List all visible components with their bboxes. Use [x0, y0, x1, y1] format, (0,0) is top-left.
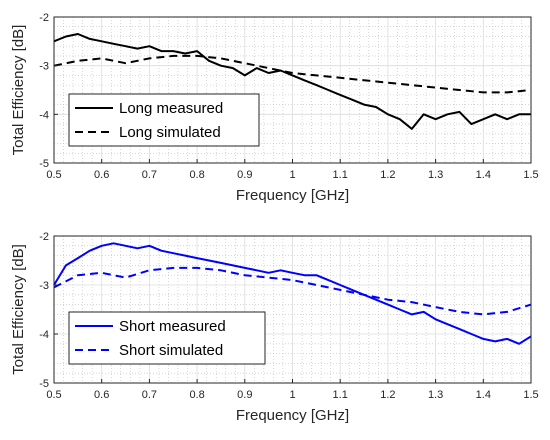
- series-line-long-simulated: [53, 54, 532, 94]
- x-tick-label: 0.7: [142, 169, 157, 181]
- y-axis-label: Total Efficiency [dB]: [10, 244, 27, 375]
- y-tick-label: -4: [39, 329, 49, 341]
- x-tick-label: 1.4: [476, 389, 491, 401]
- series-line-short-simulated: [53, 266, 532, 316]
- x-tick-label: 0.8: [189, 169, 204, 181]
- legend-label: Short simulated: [119, 342, 223, 359]
- legend: Short measured Short simulated: [68, 311, 266, 365]
- legend-label: Long measured: [119, 100, 223, 117]
- x-tick-label: 1.2: [380, 169, 395, 181]
- x-tick-label: 0.6: [94, 169, 109, 181]
- legend-label: Long simulated: [119, 124, 221, 141]
- x-tick-label: 1.5: [523, 169, 538, 181]
- x-tick-label: 0.7: [142, 389, 157, 401]
- x-tick-label: 1.4: [476, 169, 491, 181]
- x-tick-label: 1.5: [523, 389, 538, 401]
- x-tick-label: 1.1: [333, 389, 348, 401]
- minor-grid: [54, 17, 531, 163]
- x-tick-label: 1.2: [380, 389, 395, 401]
- x-tick-label: 0.6: [94, 389, 109, 401]
- y-axis-label: Total Efficiency [dB]: [10, 25, 27, 156]
- y-tick-label: -3: [39, 61, 49, 73]
- y-tick-label: -3: [39, 280, 49, 292]
- x-tick-label: 1.3: [428, 169, 443, 181]
- x-tick-label: 1: [289, 389, 295, 401]
- y-tick-label: -2: [39, 12, 49, 24]
- x-tick-label: 0.5: [46, 169, 61, 181]
- legend-label: Short measured: [119, 318, 226, 335]
- legend: Long measured Long simulated: [68, 93, 260, 147]
- x-axis-label: Frequency [GHz]: [236, 187, 349, 204]
- x-tick-label: 0.9: [237, 169, 252, 181]
- x-tick-label: 0.8: [189, 389, 204, 401]
- x-tick-label: 1: [289, 169, 295, 181]
- series-line-short-measured: [53, 242, 532, 345]
- chart-panel-1: 0.5 0.6 0.7 0.8 0.9 1 1.1 1.2 1.3 1.4 1.5 -5 -4 -3 -2 F…: [10, 12, 539, 204]
- legend-box: [68, 93, 260, 147]
- legend-box: [68, 311, 266, 365]
- x-tick-label: 1.1: [333, 169, 348, 181]
- chart-panel-2: 0.5 0.6 0.7 0.8 0.9 1 1.1 1.2 1.3 1.4 1.5 -5 -4 -3 -2 F…: [10, 231, 539, 424]
- y-tick-label: -2: [39, 231, 49, 243]
- y-tick-label: -4: [39, 109, 49, 121]
- series-line-long-measured: [53, 33, 531, 130]
- x-tick-label: 0.9: [237, 389, 252, 401]
- x-tick-label: 0.5: [46, 389, 61, 401]
- y-tick-label: -5: [39, 378, 49, 390]
- x-tick-label: 1.3: [428, 389, 443, 401]
- x-axis-label: Frequency [GHz]: [236, 407, 349, 424]
- y-tick-label: -5: [39, 158, 49, 170]
